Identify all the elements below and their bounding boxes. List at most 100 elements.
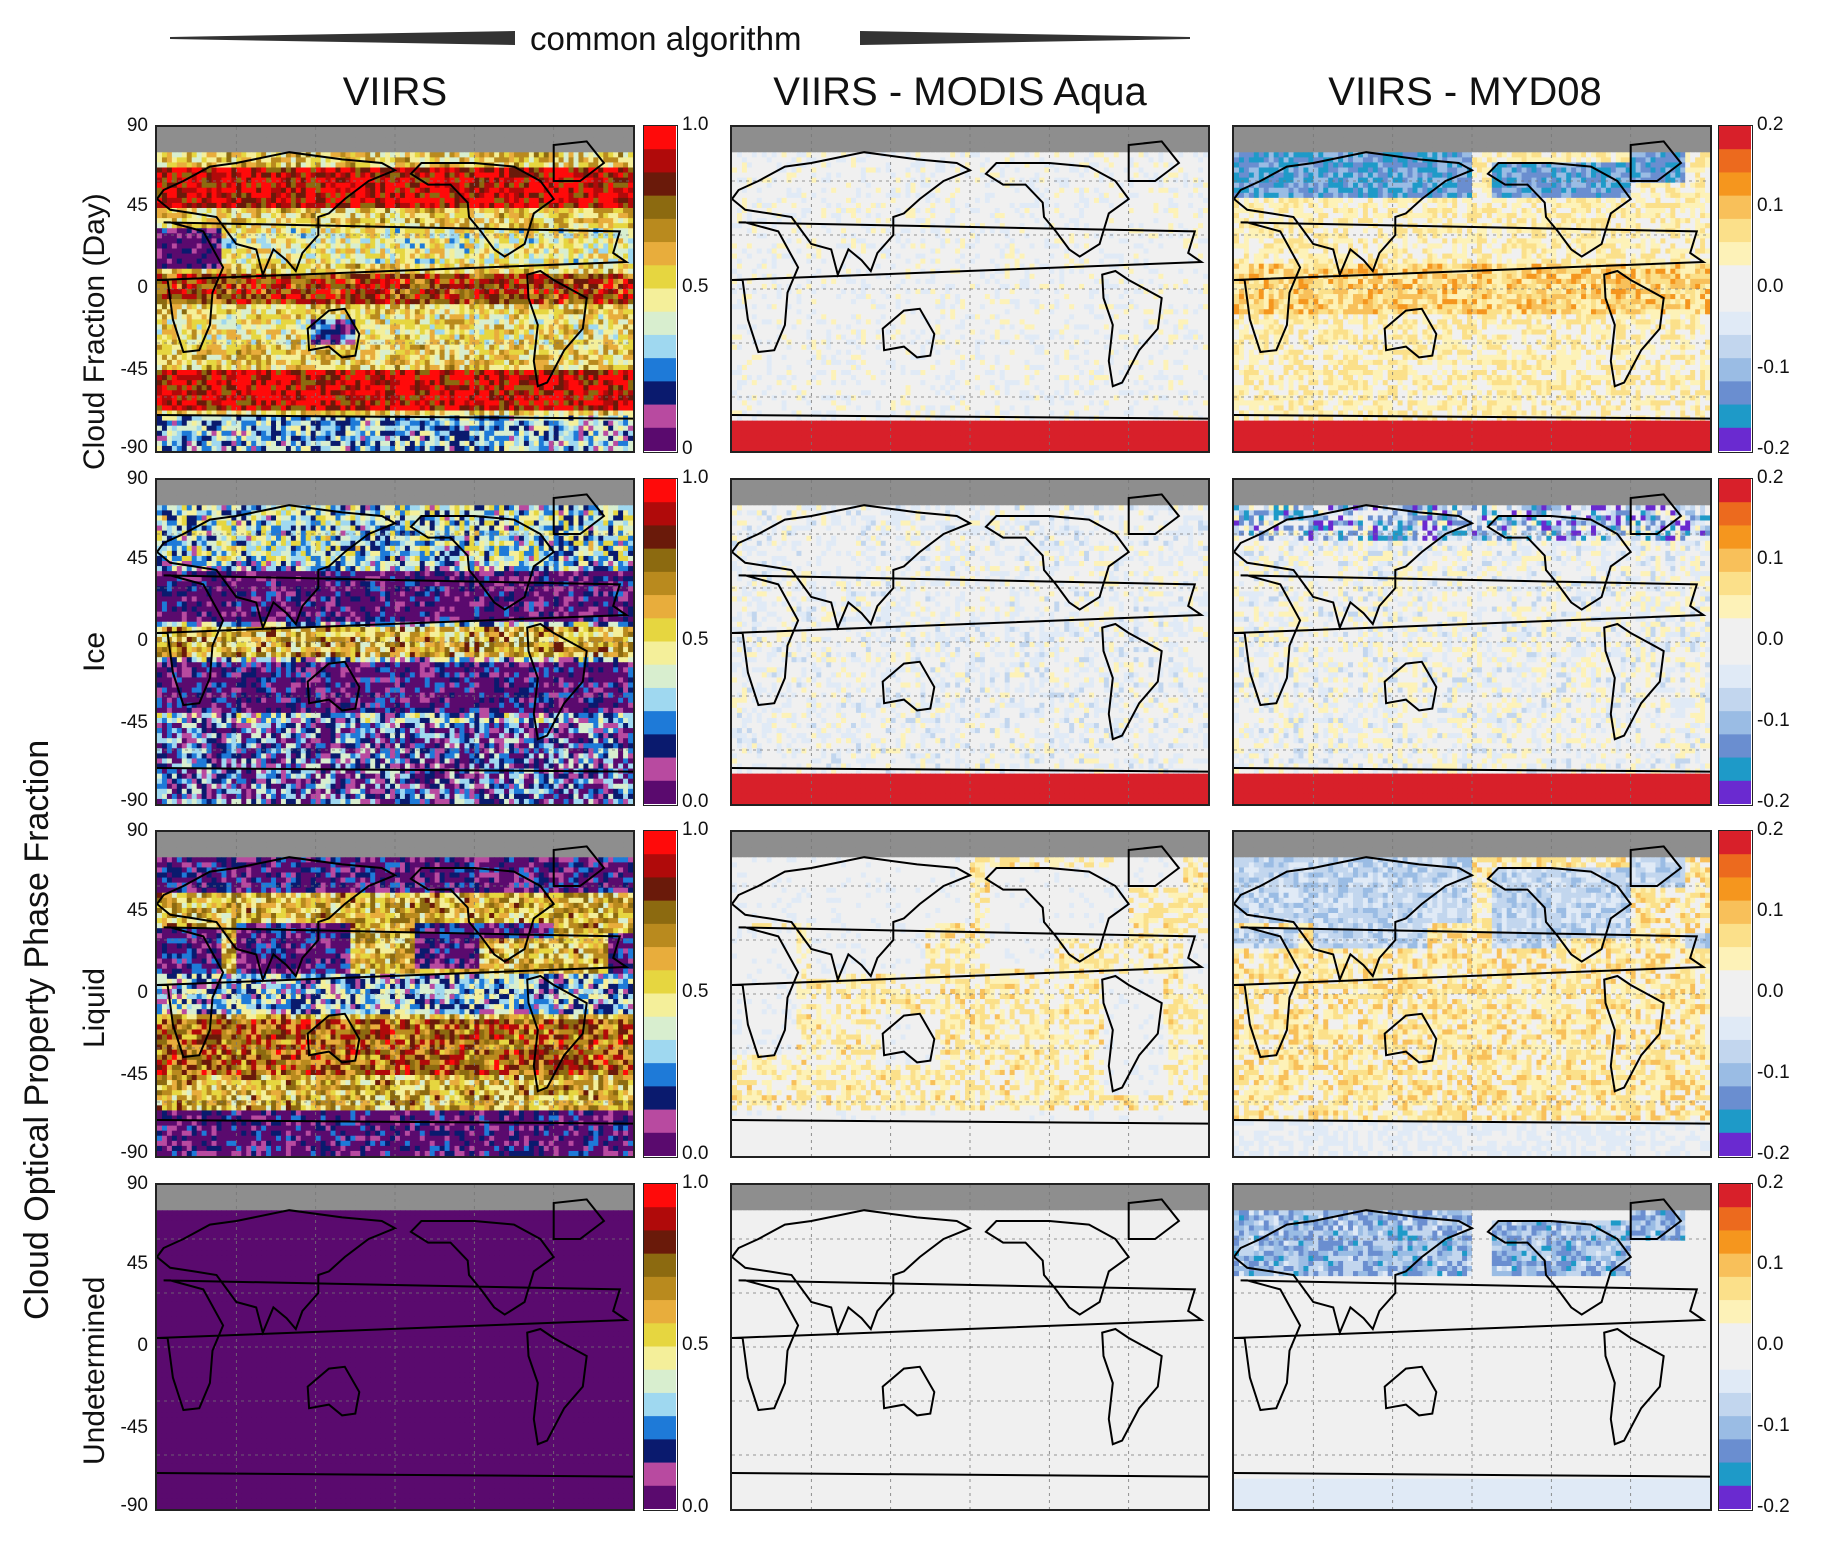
lat-tick-label: -90: [104, 437, 148, 459]
row-label-cloud-fraction: Cloud Fraction (Day): [78, 193, 112, 470]
colorbar-swatch: [644, 595, 676, 619]
map-heatmap: [732, 832, 1208, 1156]
colorbar-swatch: [1719, 1086, 1751, 1110]
map-heatmap: [1234, 832, 1710, 1156]
colorbar-swatch: [1719, 1110, 1751, 1134]
colorbar-tick-label: 1.0: [682, 114, 708, 136]
colorbar-swatch: [644, 405, 676, 429]
colorbar-swatch: [1719, 1207, 1751, 1231]
colorbar-swatch: [1719, 711, 1751, 735]
colorbar-tick-label: 1.0: [682, 467, 708, 489]
map-heatmap: [157, 127, 633, 451]
colorbar-swatch: [644, 947, 676, 971]
colorbar-swatch: [1719, 405, 1751, 429]
colorbar-swatch: [1719, 831, 1751, 855]
colorbar-swatch: [1719, 970, 1751, 994]
colorbar-swatch: [644, 665, 676, 689]
colorbar-swatch: [644, 381, 676, 405]
colorbar-tick-label: 0: [682, 438, 693, 460]
colorbar-swatch: [644, 901, 676, 925]
lat-tick-label: 45: [104, 1253, 148, 1275]
colorbar-swatch: [1719, 502, 1751, 526]
colorbar-swatch: [644, 1063, 676, 1087]
colorbar-swatch: [1719, 549, 1751, 573]
colorbar-tick-label: 0.2: [1757, 467, 1783, 489]
colorbar-swatch: [1719, 1063, 1751, 1087]
colorbar-swatch: [1719, 877, 1751, 901]
lat-tick-label: 90: [104, 820, 148, 842]
colorbar-swatch: [644, 854, 676, 878]
colorbar-swatch: [1719, 572, 1751, 596]
colorbar-swatch: [644, 265, 676, 289]
lat-tick-label: 45: [104, 195, 148, 217]
colorbar-swatch: [644, 642, 676, 666]
colorbar-swatch: [644, 1370, 676, 1394]
colorbar-swatch: [1719, 1370, 1751, 1394]
colorbar-swatch: [644, 688, 676, 712]
colorbar-swatch: [1719, 126, 1751, 150]
colorbar-tick-label: -0.2: [1757, 438, 1790, 460]
lat-tick-label: -90: [104, 1495, 148, 1517]
colorbar-swatch: [644, 1277, 676, 1301]
colorbar-swatch: [644, 1017, 676, 1041]
colorbar-difference: [1718, 830, 1753, 1158]
colorbar-swatch: [1719, 149, 1751, 173]
colorbar-swatch: [644, 1133, 676, 1156]
map-panel-cloud-fraction-day--col-3: [1232, 125, 1712, 453]
lat-tick-label: -45: [104, 1417, 148, 1439]
map-panel-ice-col-1: [155, 478, 635, 806]
lat-tick-label: 0: [104, 982, 148, 1004]
colorbar-swatch: [644, 877, 676, 901]
colorbar-swatch: [644, 428, 676, 451]
colorbar-swatch: [644, 172, 676, 196]
colorbar-swatch: [1719, 642, 1751, 666]
colorbar-swatch: [644, 970, 676, 994]
colorbar-swatch: [644, 525, 676, 549]
colorbar-tick-label: 0.0: [1757, 981, 1783, 1003]
lat-tick-label: -90: [104, 790, 148, 812]
map-heatmap: [732, 1185, 1208, 1509]
column-title-viirs-modis-aqua: VIIRS - MODIS Aqua: [720, 70, 1200, 115]
colorbar-swatch: [644, 479, 676, 503]
colorbar-swatch: [1719, 196, 1751, 220]
colorbar-absolute: [643, 125, 678, 453]
colorbar-swatch: [644, 1416, 676, 1440]
colorbar-swatch: [1719, 1486, 1751, 1509]
colorbar-tick-label: 0.2: [1757, 819, 1783, 841]
colorbar-tick-label: 0.2: [1757, 114, 1783, 136]
map-panel-liquid-col-2: [730, 830, 1210, 1158]
lat-tick-label: 0: [104, 1335, 148, 1357]
colorbar-swatch: [644, 549, 676, 573]
colorbar-swatch: [644, 312, 676, 336]
map-panel-liquid-col-1: [155, 830, 635, 1158]
colorbar-swatch: [1719, 219, 1751, 243]
colorbar-swatch: [1719, 924, 1751, 948]
colorbar-swatch: [1719, 1254, 1751, 1278]
colorbar-swatch: [644, 831, 676, 855]
colorbar-swatch: [644, 149, 676, 173]
colorbar-swatch: [644, 1254, 676, 1278]
colorbar-swatch: [644, 335, 676, 359]
map-panel-undetermined-col-3: [1232, 1183, 1712, 1511]
colorbar-swatch: [1719, 1300, 1751, 1324]
colorbar-swatch: [644, 1230, 676, 1254]
colorbar-swatch: [1719, 381, 1751, 405]
colorbar-tick-label: 0.0: [1757, 1334, 1783, 1356]
lat-tick-label: 45: [104, 548, 148, 570]
map-heatmap: [732, 127, 1208, 451]
map-panel-ice-col-3: [1232, 478, 1712, 806]
colorbar-swatch: [1719, 618, 1751, 642]
colorbar-swatch: [1719, 172, 1751, 196]
colorbar-tick-label: 1.0: [682, 819, 708, 841]
colorbar-absolute: [643, 478, 678, 806]
colorbar-tick-label: 0.5: [682, 981, 708, 1003]
colorbar-swatch: [644, 1110, 676, 1134]
colorbar-swatch: [1719, 428, 1751, 451]
lat-tick-label: 0: [104, 630, 148, 652]
colorbar-tick-label: 0.0: [1757, 629, 1783, 651]
colorbar-tick-label: 0.5: [682, 1334, 708, 1356]
colorbar-swatch: [1719, 242, 1751, 266]
column-title-viirs-myd08: VIIRS - MYD08: [1225, 70, 1705, 115]
colorbar-swatch: [1719, 994, 1751, 1018]
colorbar-tick-label: 0.0: [1757, 276, 1783, 298]
